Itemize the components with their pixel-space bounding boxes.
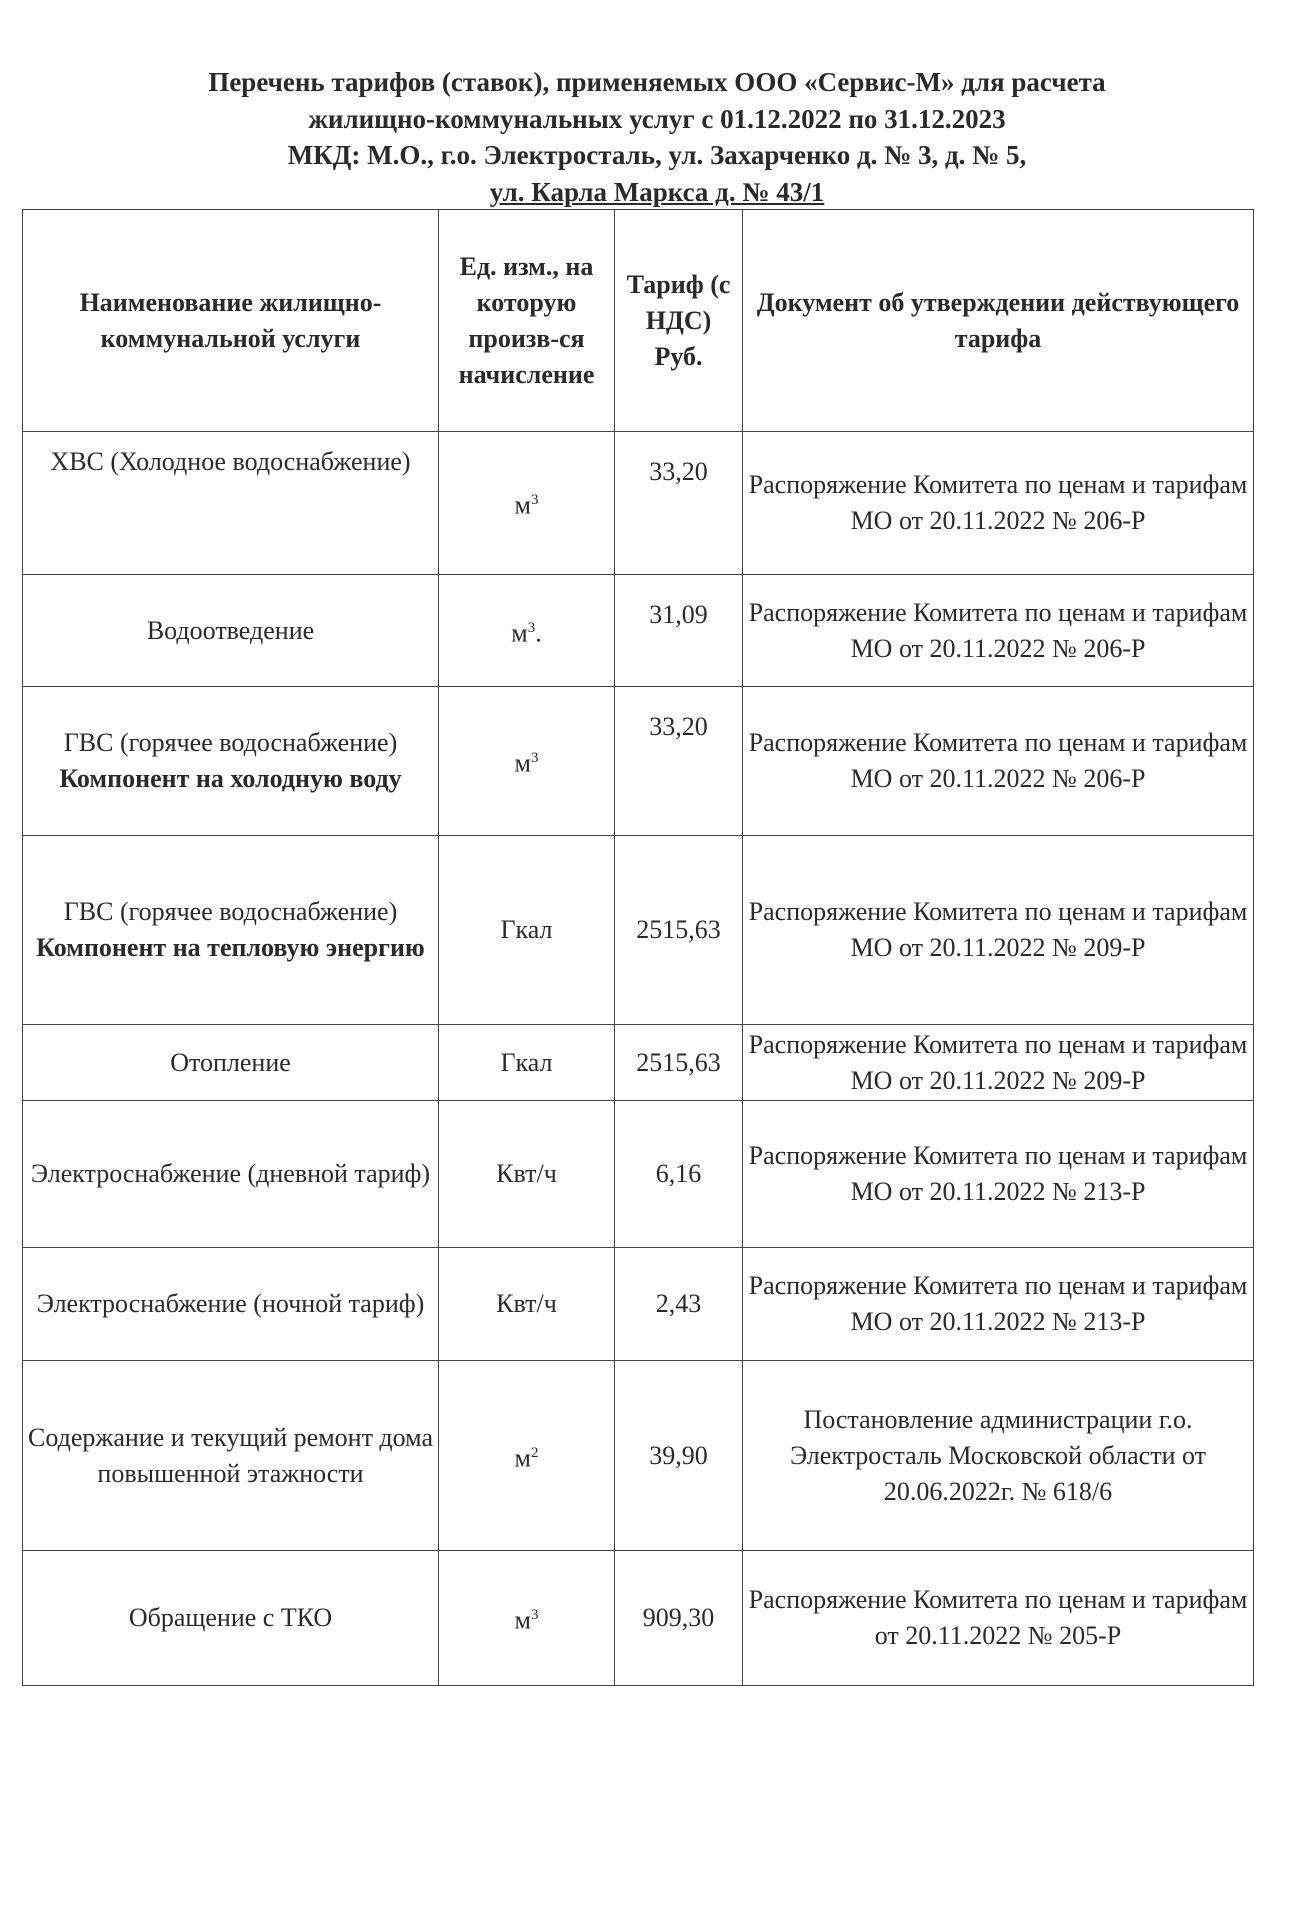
header-tariff: Тариф (с НДС) Руб. — [614, 209, 743, 432]
service-cell: Водоотведение — [22, 574, 439, 687]
service-name: ХВС (Холодное водоснабжение) — [50, 447, 411, 476]
unit: Гкал — [500, 1047, 553, 1077]
table-row: ХВС (Холодное водоснабжение) м3 33,20 Распо… — [22, 431, 1254, 575]
tariff-cell: 33,20 — [614, 431, 743, 575]
unit-cell: м3 — [438, 431, 615, 575]
unit: м — [514, 1605, 531, 1635]
service-cell: Электроснабжение (ночной тариф) — [22, 1247, 439, 1361]
table-row: Водоотведение м3. 31,09 Распоряжение Комите… — [22, 574, 1254, 687]
tariff-cell: 2515,63 — [614, 835, 743, 1025]
table-row: Электроснабжение (ночной тариф) Квт/ч 2,43… — [22, 1247, 1254, 1361]
tariff-cell: 909,30 — [614, 1550, 743, 1686]
document-title: Перечень тарифов (ставок), применяемых О… — [0, 64, 1314, 210]
tariff-cell: 33,20 — [614, 686, 743, 836]
service-cell: Электроснабжение (дневной тариф) — [22, 1100, 439, 1248]
service-cell: ГВС (горячее водоснабжение) Компонент на … — [22, 686, 439, 836]
title-line-3: МКД: М.О., г.о. Электросталь, ул. Захарч… — [287, 140, 1027, 170]
service-cell: Обращение с ТКО — [22, 1550, 439, 1686]
service-name: Отопление — [170, 1047, 291, 1077]
service-name: ГВС (горячее водоснабжение) — [63, 728, 398, 757]
unit-exponent: 3 — [530, 750, 539, 767]
unit: м — [514, 1443, 531, 1473]
document-cell: Распоряжение Комитета по ценам и тарифам… — [742, 574, 1254, 687]
unit: м — [514, 490, 531, 520]
unit-cell: Квт/ч — [438, 1100, 615, 1248]
table-row: ГВС (горячее водоснабжение) Компонент на … — [22, 686, 1254, 836]
table-row: Обращение с ТКО м3 909,30 Распоряжение Коми… — [22, 1550, 1254, 1686]
service-name: Обращение с ТКО — [128, 1603, 333, 1632]
title-line-2: жилищно-коммунальных услуг с 01.12.2022 … — [308, 103, 1006, 134]
service-component: Компонент на холодную воду — [59, 764, 402, 793]
service-name: ГВС (горячее водоснабжение) — [63, 897, 398, 926]
tariff-cell: 31,09 — [614, 574, 743, 687]
service-cell: Содержание и текущий ремонт дома повышен… — [22, 1360, 439, 1551]
unit-cell: Квт/ч — [438, 1247, 615, 1361]
tariff-cell: 39,90 — [614, 1360, 743, 1551]
unit: м — [514, 748, 531, 778]
unit-suffix: . — [535, 618, 542, 648]
service-name: Водоотведение — [146, 615, 315, 645]
unit-cell: Гкал — [438, 835, 615, 1025]
unit-cell: м3 — [438, 686, 615, 836]
unit-exponent: 2 — [530, 1444, 539, 1461]
header-document: Документ об утверждении действующего тар… — [742, 209, 1254, 432]
unit: м — [511, 618, 528, 648]
unit: Квт/ч — [496, 1159, 557, 1188]
document-cell: Распоряжение Комитета по ценам и тарифам… — [742, 1247, 1254, 1361]
tariff-table: Наименование жилищно-коммунальной услуги… — [22, 209, 1254, 1686]
service-name: Электроснабжение (ночной тариф) — [36, 1289, 425, 1318]
document-cell: Распоряжение Комитета по ценам и тарифам… — [742, 835, 1254, 1025]
unit-exponent: 3 — [527, 619, 536, 636]
header-service: Наименование жилищно-коммунальной услуги — [22, 209, 439, 432]
unit: Гкал — [500, 915, 553, 944]
table-row: Отопление Гкал 2515,63 Распоряжение Комитет… — [22, 1024, 1254, 1101]
table-header-row: Наименование жилищно-коммунальной услуги… — [22, 209, 1254, 432]
unit-cell: м3 — [438, 1550, 615, 1686]
document-cell: Распоряжение Комитета по ценам и тарифам… — [742, 686, 1254, 836]
service-name: Содержание и текущий ремонт дома повышен… — [28, 1422, 433, 1488]
title-line-1: Перечень тарифов (ставок), применяемых О… — [208, 67, 1106, 97]
service-name: Электроснабжение (дневной тариф) — [30, 1159, 431, 1188]
document-cell: Распоряжение Комитета по ценам и тарифам… — [742, 1100, 1254, 1248]
table-row: ГВС (горячее водоснабжение) Компонент на … — [22, 835, 1254, 1025]
document-cell: Распоряжение Комитета по ценам и тарифам… — [742, 431, 1254, 575]
header-unit: Ед. изм., на которую произв-ся начислени… — [438, 209, 615, 432]
tariff-cell: 6,16 — [614, 1100, 743, 1248]
table-row: Электроснабжение (дневной тариф) Квт/ч 6,1… — [22, 1100, 1254, 1248]
document-cell: Распоряжение Комитета по ценам и тарифам… — [742, 1550, 1254, 1686]
document-cell: Постановление администрации г.о. Электро… — [742, 1360, 1254, 1551]
unit-cell: м2 — [438, 1360, 615, 1551]
service-cell: ГВС (горячее водоснабжение) Компонент на … — [22, 835, 439, 1025]
table-row: Содержание и текущий ремонт дома повышен… — [22, 1360, 1254, 1551]
unit-exponent: 3 — [530, 492, 539, 509]
tariff-cell: 2,43 — [614, 1247, 743, 1361]
title-line-4: ул. Карла Маркса д. № 43/1 — [489, 176, 825, 207]
unit-exponent: 3 — [530, 1607, 539, 1624]
service-cell: ХВС (Холодное водоснабжение) — [22, 431, 439, 575]
service-component: Компонент на тепловую энергию — [36, 933, 425, 962]
document-cell: Распоряжение Комитета по ценам и тарифам… — [742, 1024, 1254, 1101]
unit-cell: Гкал — [438, 1024, 615, 1101]
tariff-cell: 2515,63 — [614, 1024, 743, 1101]
unit-cell: м3. — [438, 574, 615, 687]
unit: Квт/ч — [496, 1289, 557, 1318]
service-cell: Отопление — [22, 1024, 439, 1101]
